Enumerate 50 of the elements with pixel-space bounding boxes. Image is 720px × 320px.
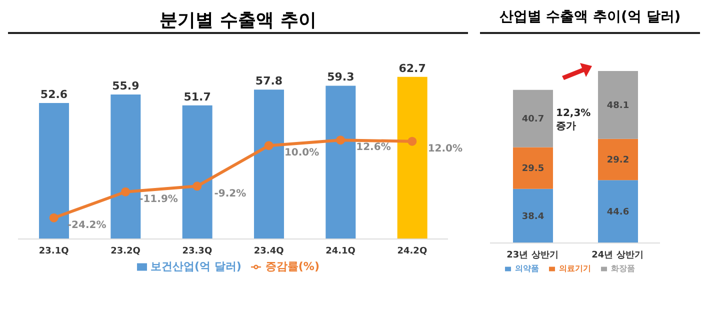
chart-title: 분기별 수출액 추이 [8,8,468,34]
bar [110,94,141,239]
x-tick-label: 23.1Q [38,246,70,256]
data-label: 51.7 [184,90,211,104]
bar [598,71,638,139]
point [49,213,58,222]
data-label: 40.7 [522,114,544,125]
x-tick-label: 23.2Q [110,246,141,256]
x-tick-label: 24.2Q [397,246,428,256]
x-tick-label: 23.3Q [182,246,212,256]
bar [39,103,69,239]
data-label: 12.6% [356,142,391,154]
bar [254,90,284,239]
bar [326,86,356,239]
chart-title: 산업별 수출액 추이(억 달러) [480,8,700,34]
data-label: 55.9 [112,80,140,92]
data-label: -9.2% [214,188,246,200]
legend-label: 보건산업(억 달러) [150,260,242,273]
data-label: 57.8 [255,74,283,88]
legend-label: 의료기기 [559,264,591,273]
x-tick-label: 24.1Q [326,246,356,256]
data-label: 44.6 [606,208,630,218]
legend-label: 증감률(%) [265,260,320,273]
bar [397,76,428,239]
legend-label: 의약품 [515,264,539,273]
data-label: 12.0% [428,143,463,154]
point [192,182,202,191]
legend-label: 화장품 [611,264,635,273]
bar [513,147,553,189]
annotation: 12,3% 증가 [556,108,592,133]
x-tick-label: 23.4Q [254,246,284,256]
x-tick-label: 24년 상반기 [592,250,644,260]
bar [182,105,212,239]
data-label: 48.1 [606,101,630,112]
point [121,187,130,196]
bar [513,188,553,243]
data-label: 52.6 [40,88,68,102]
data-label: 29.5 [522,164,544,174]
point [264,141,274,150]
bar [513,90,553,148]
bar [598,138,638,180]
point [408,136,417,146]
data-label: 59.3 [327,70,354,84]
data-label: 29.2 [606,156,630,166]
data-label: 38.4 [522,212,544,222]
data-label: 62.7 [398,62,426,75]
point [336,136,345,145]
bar [598,180,638,243]
x-tick-label: 23년 상반기 [506,250,558,260]
data-label: 10.0% [284,148,320,159]
